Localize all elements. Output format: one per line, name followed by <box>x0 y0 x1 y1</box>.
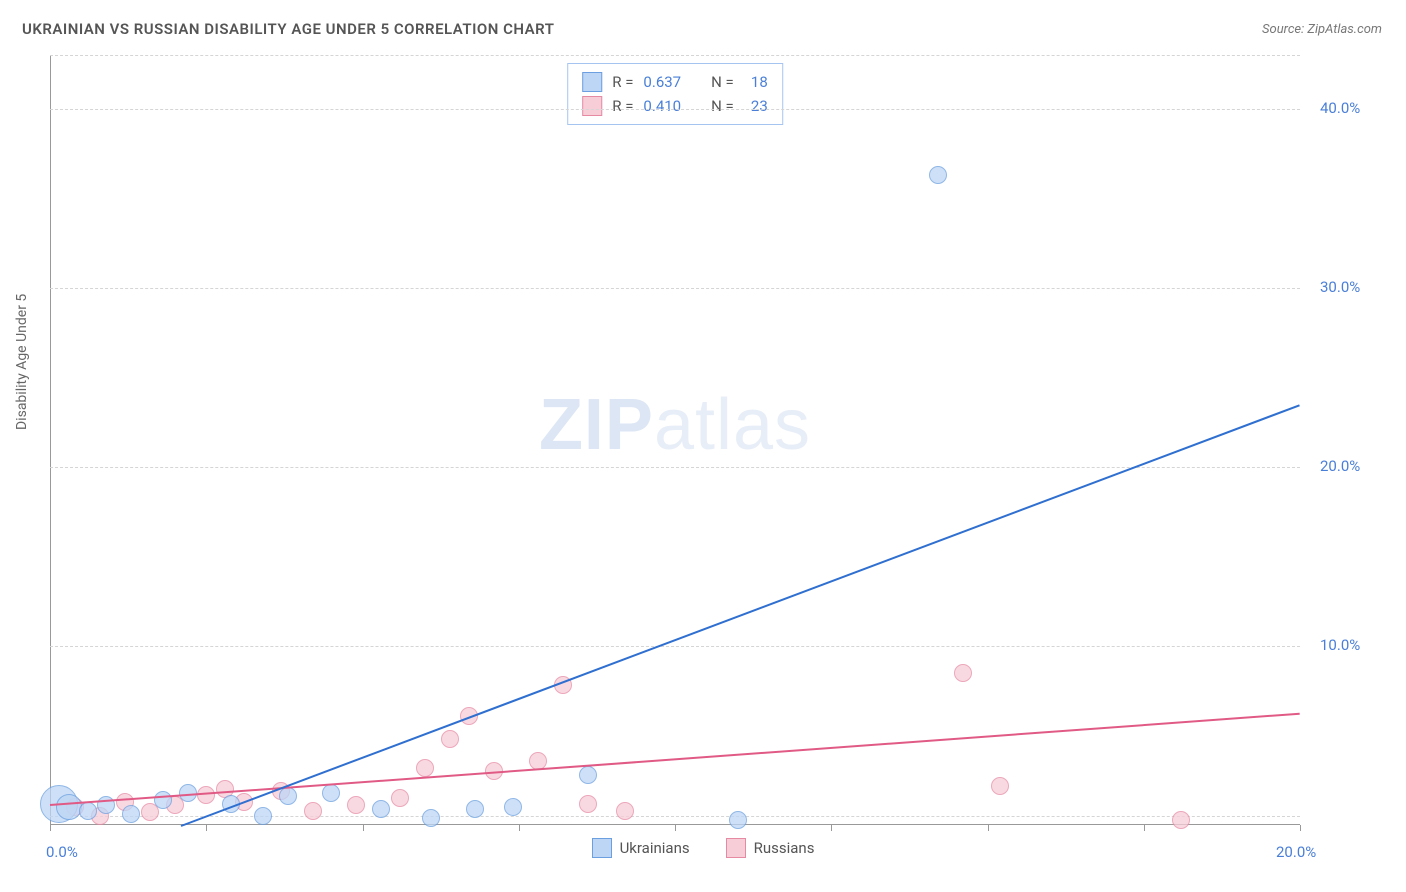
data-point <box>154 791 172 809</box>
legend-swatch <box>582 72 602 92</box>
data-point <box>322 784 340 802</box>
grid-line <box>50 646 1300 647</box>
y-tick-label: 10.0% <box>1320 636 1360 654</box>
n-label: N = <box>711 94 734 118</box>
r-value: 0.410 <box>643 94 681 118</box>
n-label: N = <box>711 70 734 94</box>
r-label: R = <box>612 94 633 118</box>
stats-legend: R = 0.637 N = 18 R = 0.410 N = 23 <box>567 63 783 125</box>
data-point <box>954 664 972 682</box>
trend-line <box>50 712 1300 805</box>
data-point <box>254 807 272 825</box>
y-tick-label: 20.0% <box>1320 457 1360 475</box>
watermark-bold: ZIP <box>539 385 654 465</box>
data-point <box>529 752 547 770</box>
watermark-light: atlas <box>654 385 811 465</box>
chart-plot-area: ZIPatlas R =0.637N =18R =0.410N =23 10.0… <box>50 55 1300 825</box>
grid-line <box>50 288 1300 289</box>
data-point <box>79 802 97 820</box>
x-tick <box>206 825 207 831</box>
x-tick <box>1144 825 1145 831</box>
y-axis-title: Disability Age Under 5 <box>14 294 30 430</box>
legend-swatch <box>592 838 612 858</box>
data-point <box>929 166 947 184</box>
legend-swatch <box>582 96 602 116</box>
data-point <box>579 766 597 784</box>
y-tick-label: 30.0% <box>1320 278 1360 296</box>
data-point <box>56 794 82 820</box>
x-tick <box>519 825 520 831</box>
data-point <box>504 798 522 816</box>
grid-line <box>50 816 1300 817</box>
data-point <box>441 730 459 748</box>
grid-line <box>50 467 1300 468</box>
x-tick <box>363 825 364 831</box>
x-tick <box>1300 825 1301 831</box>
data-point <box>579 795 597 813</box>
legend-label: Russians <box>754 839 815 857</box>
series-legend: Ukrainians Russians <box>0 838 1406 862</box>
source-label: Source: ZipAtlas.com <box>1262 22 1382 37</box>
n-value: 23 <box>744 94 768 118</box>
data-point <box>991 777 1009 795</box>
grid-line <box>50 109 1300 110</box>
r-label: R = <box>612 70 633 94</box>
data-point <box>304 802 322 820</box>
legend-item: Ukrainians <box>592 838 690 858</box>
x-tick <box>988 825 989 831</box>
x-tick <box>50 825 51 831</box>
y-tick-label: 40.0% <box>1320 99 1360 117</box>
legend-label: Ukrainians <box>620 839 690 857</box>
data-point <box>466 800 484 818</box>
data-point <box>347 796 365 814</box>
watermark: ZIPatlas <box>539 384 811 466</box>
data-point <box>372 800 390 818</box>
n-value: 18 <box>744 70 768 94</box>
data-point <box>1172 811 1190 829</box>
x-tick <box>831 825 832 831</box>
data-point <box>416 759 434 777</box>
data-point <box>391 789 409 807</box>
legend-item: Russians <box>726 838 815 858</box>
chart-title: UKRAINIAN VS RUSSIAN DISABILITY AGE UNDE… <box>22 20 554 38</box>
data-point <box>729 811 747 829</box>
y-axis-line <box>50 55 51 825</box>
legend-swatch <box>726 838 746 858</box>
data-point <box>122 805 140 823</box>
data-point <box>422 809 440 827</box>
data-point <box>279 787 297 805</box>
data-point <box>616 802 634 820</box>
r-value: 0.637 <box>643 70 681 94</box>
stats-legend-row: R = 0.637 N = 18 <box>582 70 768 94</box>
x-tick <box>675 825 676 831</box>
grid-line <box>50 55 1300 56</box>
stats-legend-row: R = 0.410 N = 23 <box>582 94 768 118</box>
